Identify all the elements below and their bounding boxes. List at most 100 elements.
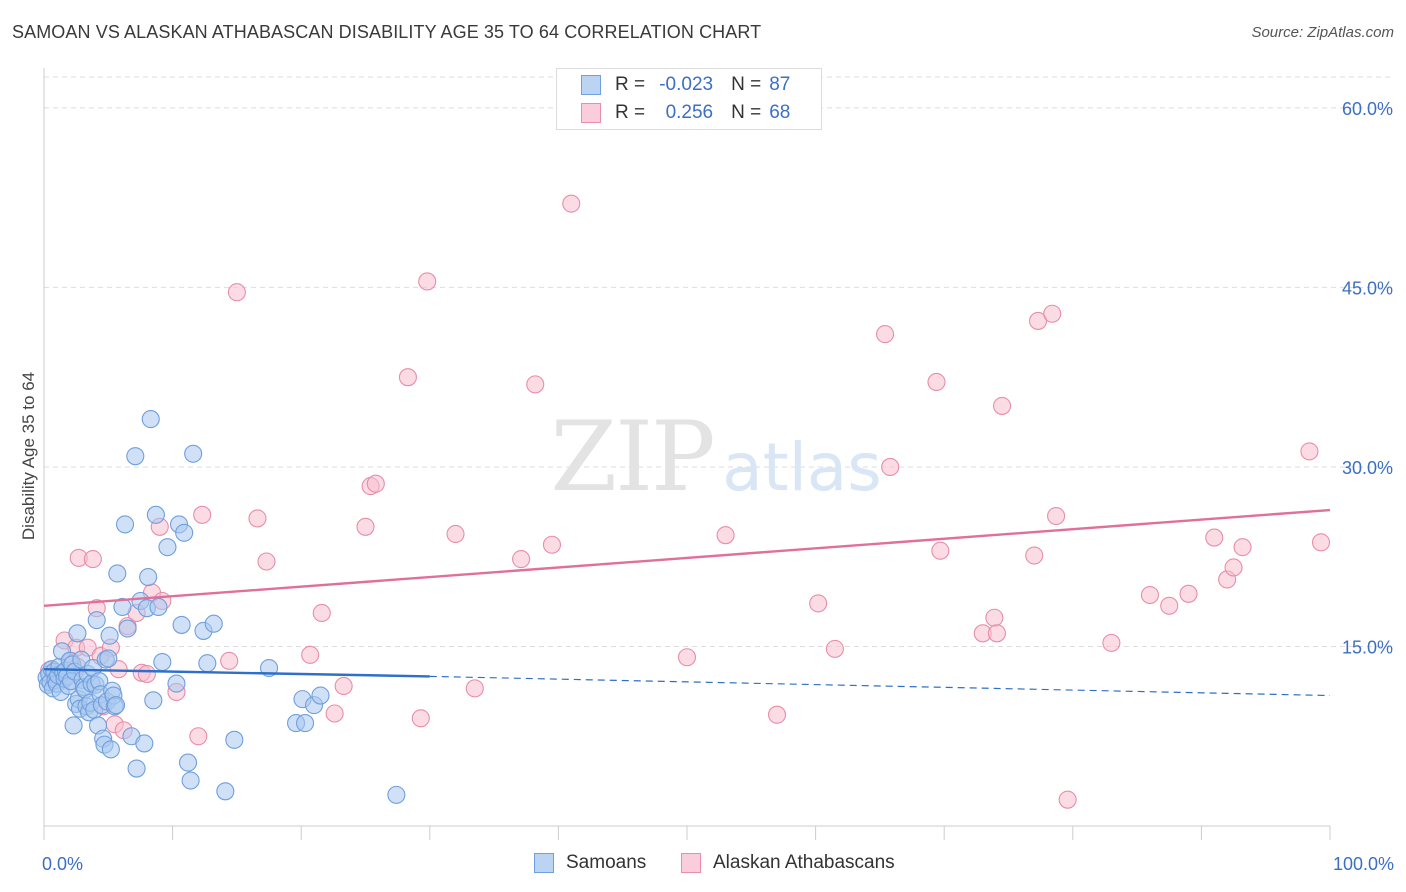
point-alaskan bbox=[985, 608, 1004, 627]
point-samoans bbox=[146, 505, 165, 524]
legend-label-alaskan: Alaskan Athabascans bbox=[713, 852, 895, 873]
point-samoans bbox=[178, 753, 198, 772]
point-alaskan bbox=[767, 705, 787, 724]
point-alaskan bbox=[1224, 558, 1243, 577]
axes bbox=[43, 68, 1331, 840]
point-alaskan bbox=[825, 639, 844, 658]
n-value-alaskan: 68 bbox=[769, 102, 791, 123]
point-alaskan bbox=[83, 550, 102, 569]
y-tick-label: 15.0% bbox=[1342, 637, 1393, 657]
point-samoans bbox=[127, 759, 146, 778]
watermark-atlas: atlas bbox=[722, 429, 882, 506]
point-alaskan bbox=[716, 526, 735, 545]
point-samoans bbox=[141, 410, 160, 429]
point-alaskan bbox=[257, 552, 276, 571]
point-alaskan bbox=[809, 594, 828, 613]
chart-title: SAMOAN VS ALASKAN ATHABASCAN DISABILITY … bbox=[12, 22, 762, 42]
y-tick-label: 60.0% bbox=[1342, 99, 1393, 119]
point-samoans bbox=[387, 785, 406, 804]
point-samoans bbox=[149, 597, 168, 617]
point-samoans bbox=[296, 714, 315, 733]
legend-swatch-alaskan bbox=[581, 103, 601, 123]
point-samoans bbox=[175, 523, 194, 542]
point-alaskan bbox=[1233, 538, 1252, 557]
point-alaskan bbox=[465, 679, 484, 698]
point-samoans bbox=[99, 649, 118, 668]
point-samoans bbox=[172, 615, 191, 634]
legend-swatch-samoans bbox=[581, 75, 601, 95]
point-alaskan bbox=[1102, 633, 1121, 652]
point-alaskan bbox=[1029, 311, 1048, 330]
n-value-samoans: 87 bbox=[769, 74, 791, 95]
watermark-zip: ZIP bbox=[550, 401, 713, 513]
point-alaskan bbox=[334, 676, 353, 696]
stats-row-alaskan: R = 0.256 N = 68 bbox=[581, 101, 790, 125]
y-tick-label: 45.0% bbox=[1342, 278, 1393, 298]
point-alaskan bbox=[881, 457, 900, 477]
n-label: N = bbox=[731, 102, 762, 123]
r-label: R = bbox=[615, 102, 646, 123]
watermark: ZIP atlas bbox=[550, 401, 881, 513]
point-samoans bbox=[158, 538, 177, 557]
point-samoans bbox=[198, 654, 217, 673]
legend-label-samoans: Samoans bbox=[566, 852, 647, 873]
point-samoans bbox=[108, 564, 127, 583]
trend-line-samoans-extension bbox=[429, 675, 1331, 697]
point-samoans bbox=[126, 447, 145, 466]
point-samoans bbox=[115, 515, 135, 534]
point-alaskan bbox=[220, 651, 239, 670]
point-alaskan bbox=[301, 645, 320, 664]
point-alaskan bbox=[987, 624, 1006, 643]
point-alaskan bbox=[193, 505, 212, 524]
point-samoans bbox=[106, 696, 126, 715]
point-samoans bbox=[311, 686, 330, 705]
trend-lines bbox=[43, 508, 1331, 697]
r-label: R = bbox=[615, 74, 646, 95]
stats-row-samoans: R = -0.023 N = 87 bbox=[581, 73, 790, 97]
legend-item-alaskan[interactable]: Alaskan Athabascans bbox=[681, 852, 895, 874]
point-alaskan bbox=[137, 664, 156, 684]
point-alaskan bbox=[411, 709, 430, 728]
point-alaskan bbox=[366, 474, 385, 493]
point-samoans bbox=[144, 691, 163, 710]
legend-swatch-samoans bbox=[534, 853, 554, 873]
point-samoans bbox=[118, 619, 137, 638]
point-alaskan bbox=[1179, 584, 1198, 603]
point-samoans bbox=[64, 716, 83, 735]
point-alaskan bbox=[312, 603, 331, 623]
point-alaskan bbox=[1025, 546, 1044, 565]
point-samoans bbox=[216, 782, 235, 801]
point-alaskan bbox=[512, 550, 531, 569]
y-axis-label: Disability Age 35 to 64 bbox=[19, 372, 38, 540]
y-tick-labels: 15.0% 30.0% 45.0% 60.0% bbox=[1342, 99, 1393, 658]
point-alaskan bbox=[248, 509, 267, 528]
legend-item-samoans[interactable]: Samoans bbox=[534, 852, 646, 874]
point-alaskan bbox=[1311, 533, 1331, 552]
y-tick-label: 30.0% bbox=[1342, 458, 1393, 478]
point-samoans bbox=[225, 730, 244, 749]
point-samoans bbox=[113, 597, 132, 617]
point-samoans bbox=[135, 734, 154, 753]
point-samoans bbox=[68, 624, 87, 643]
point-alaskan bbox=[1140, 585, 1160, 605]
point-alaskan bbox=[1160, 596, 1179, 615]
point-alaskan bbox=[526, 375, 545, 394]
gridlines bbox=[44, 76, 1392, 647]
stats-legend: R = -0.023 N = 87 R = 0.256 N = 68 bbox=[556, 68, 822, 130]
point-samoans bbox=[139, 568, 158, 587]
point-alaskan bbox=[398, 368, 417, 387]
series-legend: Samoans Alaskan Athabascans bbox=[0, 852, 1406, 878]
point-alaskan bbox=[562, 194, 581, 213]
point-samoans bbox=[153, 652, 172, 672]
point-alaskan bbox=[677, 648, 697, 667]
x-tick-label-min: 0.0% bbox=[42, 854, 83, 874]
trend-line-samoans bbox=[43, 668, 430, 678]
point-alaskan bbox=[931, 541, 950, 560]
point-samoans bbox=[204, 614, 223, 633]
point-alaskan bbox=[418, 272, 437, 291]
point-alaskan bbox=[1205, 528, 1224, 547]
point-samoans bbox=[101, 740, 120, 759]
point-alaskan bbox=[1043, 304, 1062, 323]
point-alaskan bbox=[325, 704, 344, 723]
